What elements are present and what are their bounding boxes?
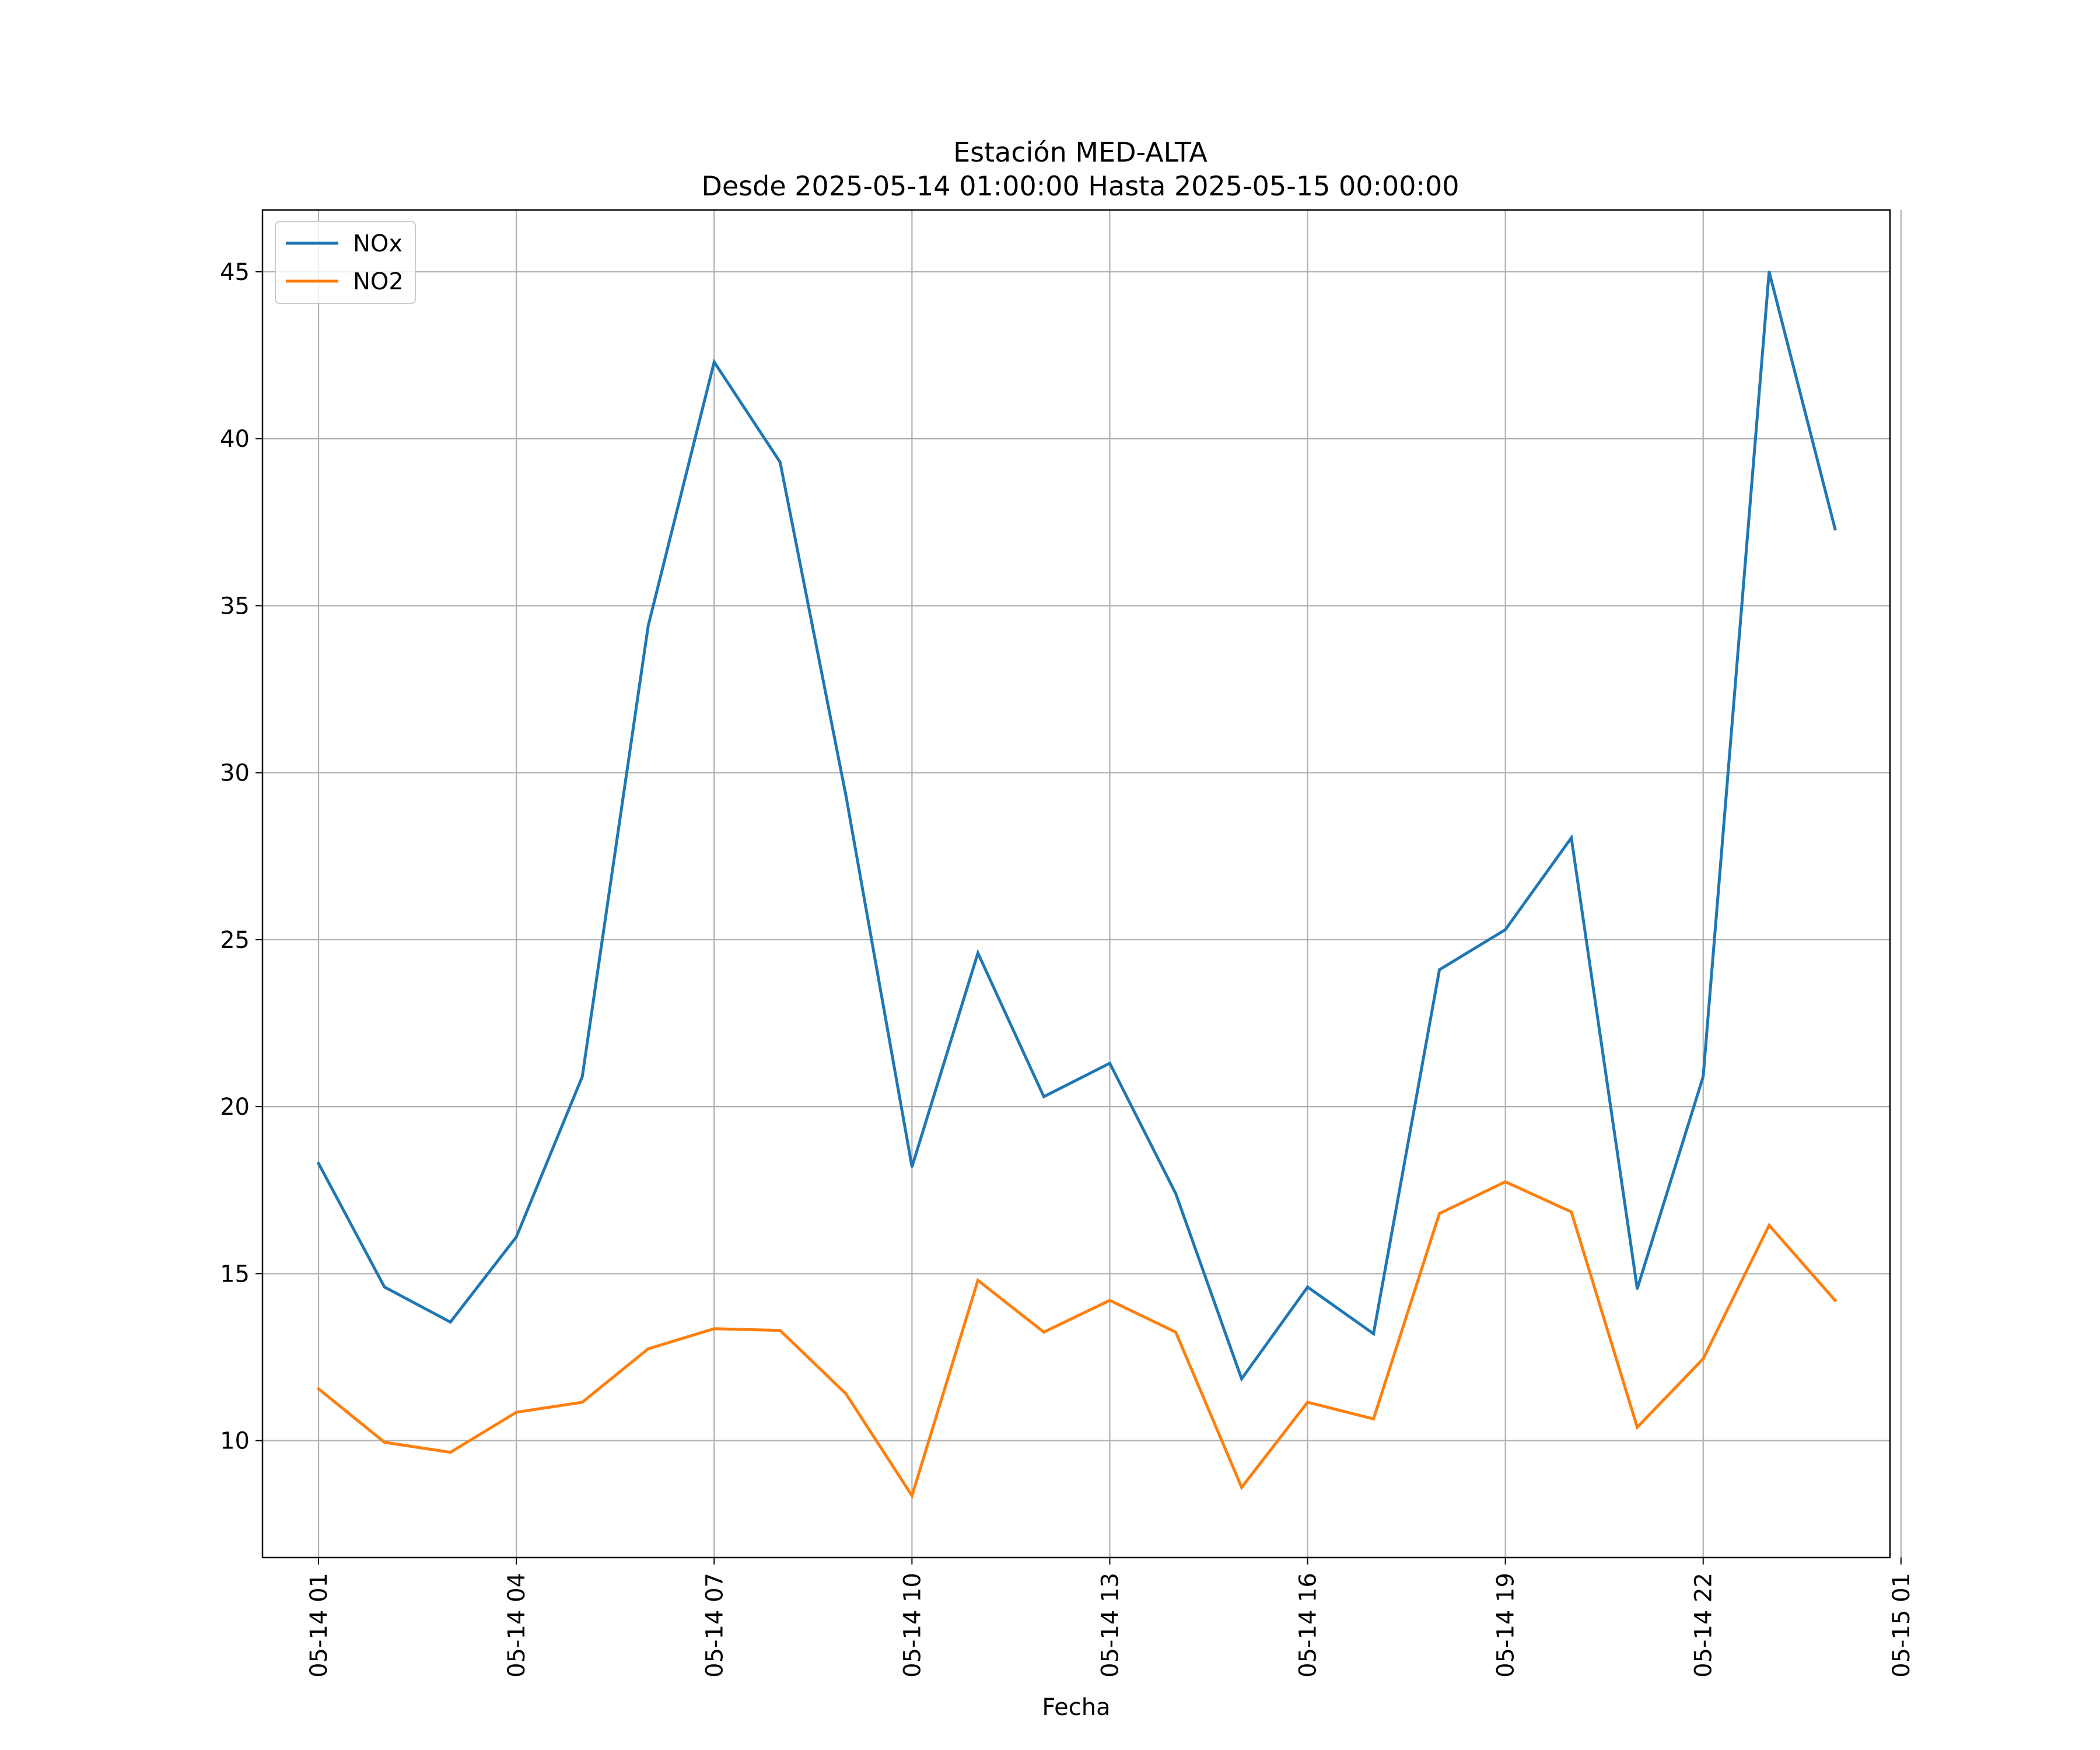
x-axis-label: Fecha (1042, 1694, 1110, 1721)
data-point (1108, 1062, 1111, 1065)
x-tick-label: 05-14 07 (701, 1573, 728, 1678)
series-nox (316, 270, 1837, 1382)
data-point (1438, 1212, 1441, 1215)
y-tick-label: 35 (220, 593, 250, 620)
data-point (1570, 836, 1573, 839)
data-point (779, 1329, 782, 1332)
data-point (1306, 1286, 1309, 1289)
series-layer (316, 270, 1838, 1499)
data-point (1504, 928, 1507, 931)
plot-area (262, 210, 1890, 1558)
data-point (317, 1162, 320, 1165)
legend-label-no2: NO2 (353, 268, 404, 295)
data-point (581, 1075, 584, 1078)
data-point (581, 1401, 584, 1404)
data-point (1438, 968, 1441, 971)
data-point (1833, 1299, 1836, 1302)
data-point (911, 1166, 914, 1168)
data-point (1240, 1377, 1243, 1380)
data-point (383, 1286, 386, 1289)
data-point (1306, 1401, 1309, 1404)
y-tick-label: 20 (220, 1094, 250, 1121)
chart-subtitle: Desde 2025-05-14 01:00:00 Hasta 2025-05-… (701, 170, 1459, 202)
data-point (449, 1451, 452, 1454)
chart-title: Estación MED-ALTA (953, 136, 1208, 168)
data-point (1833, 527, 1836, 530)
data-point (1702, 1075, 1704, 1078)
data-point (383, 1441, 386, 1444)
x-tick-label: 05-15 01 (1888, 1573, 1915, 1678)
plot-frame (261, 209, 1891, 1559)
data-point (1042, 1331, 1045, 1334)
data-point (1372, 1418, 1375, 1420)
data-point (647, 624, 650, 627)
data-point (779, 461, 782, 464)
data-point (1240, 1486, 1243, 1489)
data-point (515, 1410, 518, 1413)
y-axis: 10 15 20 25 30 35 40 45 (220, 259, 262, 1455)
data-point (1768, 270, 1770, 273)
x-tick-label: 05-14 13 (1097, 1573, 1124, 1678)
x-tick-label: 05-14 10 (899, 1573, 926, 1678)
y-tick-label: 45 (220, 259, 250, 286)
series-line-no2 (316, 1180, 1838, 1499)
data-point (1372, 1332, 1375, 1335)
series-no2 (316, 1180, 1838, 1499)
data-point (647, 1348, 650, 1350)
y-tick-label: 30 (220, 760, 250, 787)
x-tick-label: 05-14 04 (503, 1573, 530, 1678)
x-axis: 05-14 01 05-14 04 05-14 07 05-14 10 05-14 13… (306, 1558, 1915, 1678)
grid-lines (262, 210, 1902, 1558)
legend: NOx NO2 (275, 221, 416, 304)
data-point (1636, 1426, 1639, 1429)
data-point (1768, 1224, 1770, 1227)
y-tick-label: 10 (220, 1428, 250, 1455)
data-point (449, 1321, 452, 1324)
data-point (1108, 1299, 1111, 1302)
data-point (1042, 1095, 1045, 1098)
y-tick-label: 40 (220, 426, 250, 453)
y-tick-label: 25 (220, 927, 250, 954)
x-tick-label: 05-14 16 (1295, 1573, 1322, 1678)
data-point (977, 1279, 979, 1282)
x-tick-label: 05-14 01 (306, 1573, 332, 1678)
data-point (977, 951, 979, 954)
data-point (1570, 1210, 1573, 1213)
data-point (1174, 1192, 1177, 1195)
data-point (713, 360, 716, 363)
data-point (845, 794, 848, 797)
data-point (1636, 1287, 1639, 1290)
data-point (845, 1392, 848, 1395)
data-point (1174, 1331, 1177, 1334)
data-point (317, 1387, 320, 1390)
data-point (911, 1494, 914, 1497)
y-tick-label: 15 (220, 1261, 250, 1287)
data-point (515, 1236, 518, 1238)
x-tick-label: 05-14 22 (1690, 1573, 1717, 1678)
legend-label-nox: NOx (353, 230, 402, 257)
data-point (1504, 1180, 1507, 1183)
series-line-nox (316, 271, 1837, 1382)
data-point (713, 1327, 716, 1330)
data-point (1702, 1357, 1704, 1360)
x-tick-label: 05-14 19 (1493, 1573, 1520, 1678)
